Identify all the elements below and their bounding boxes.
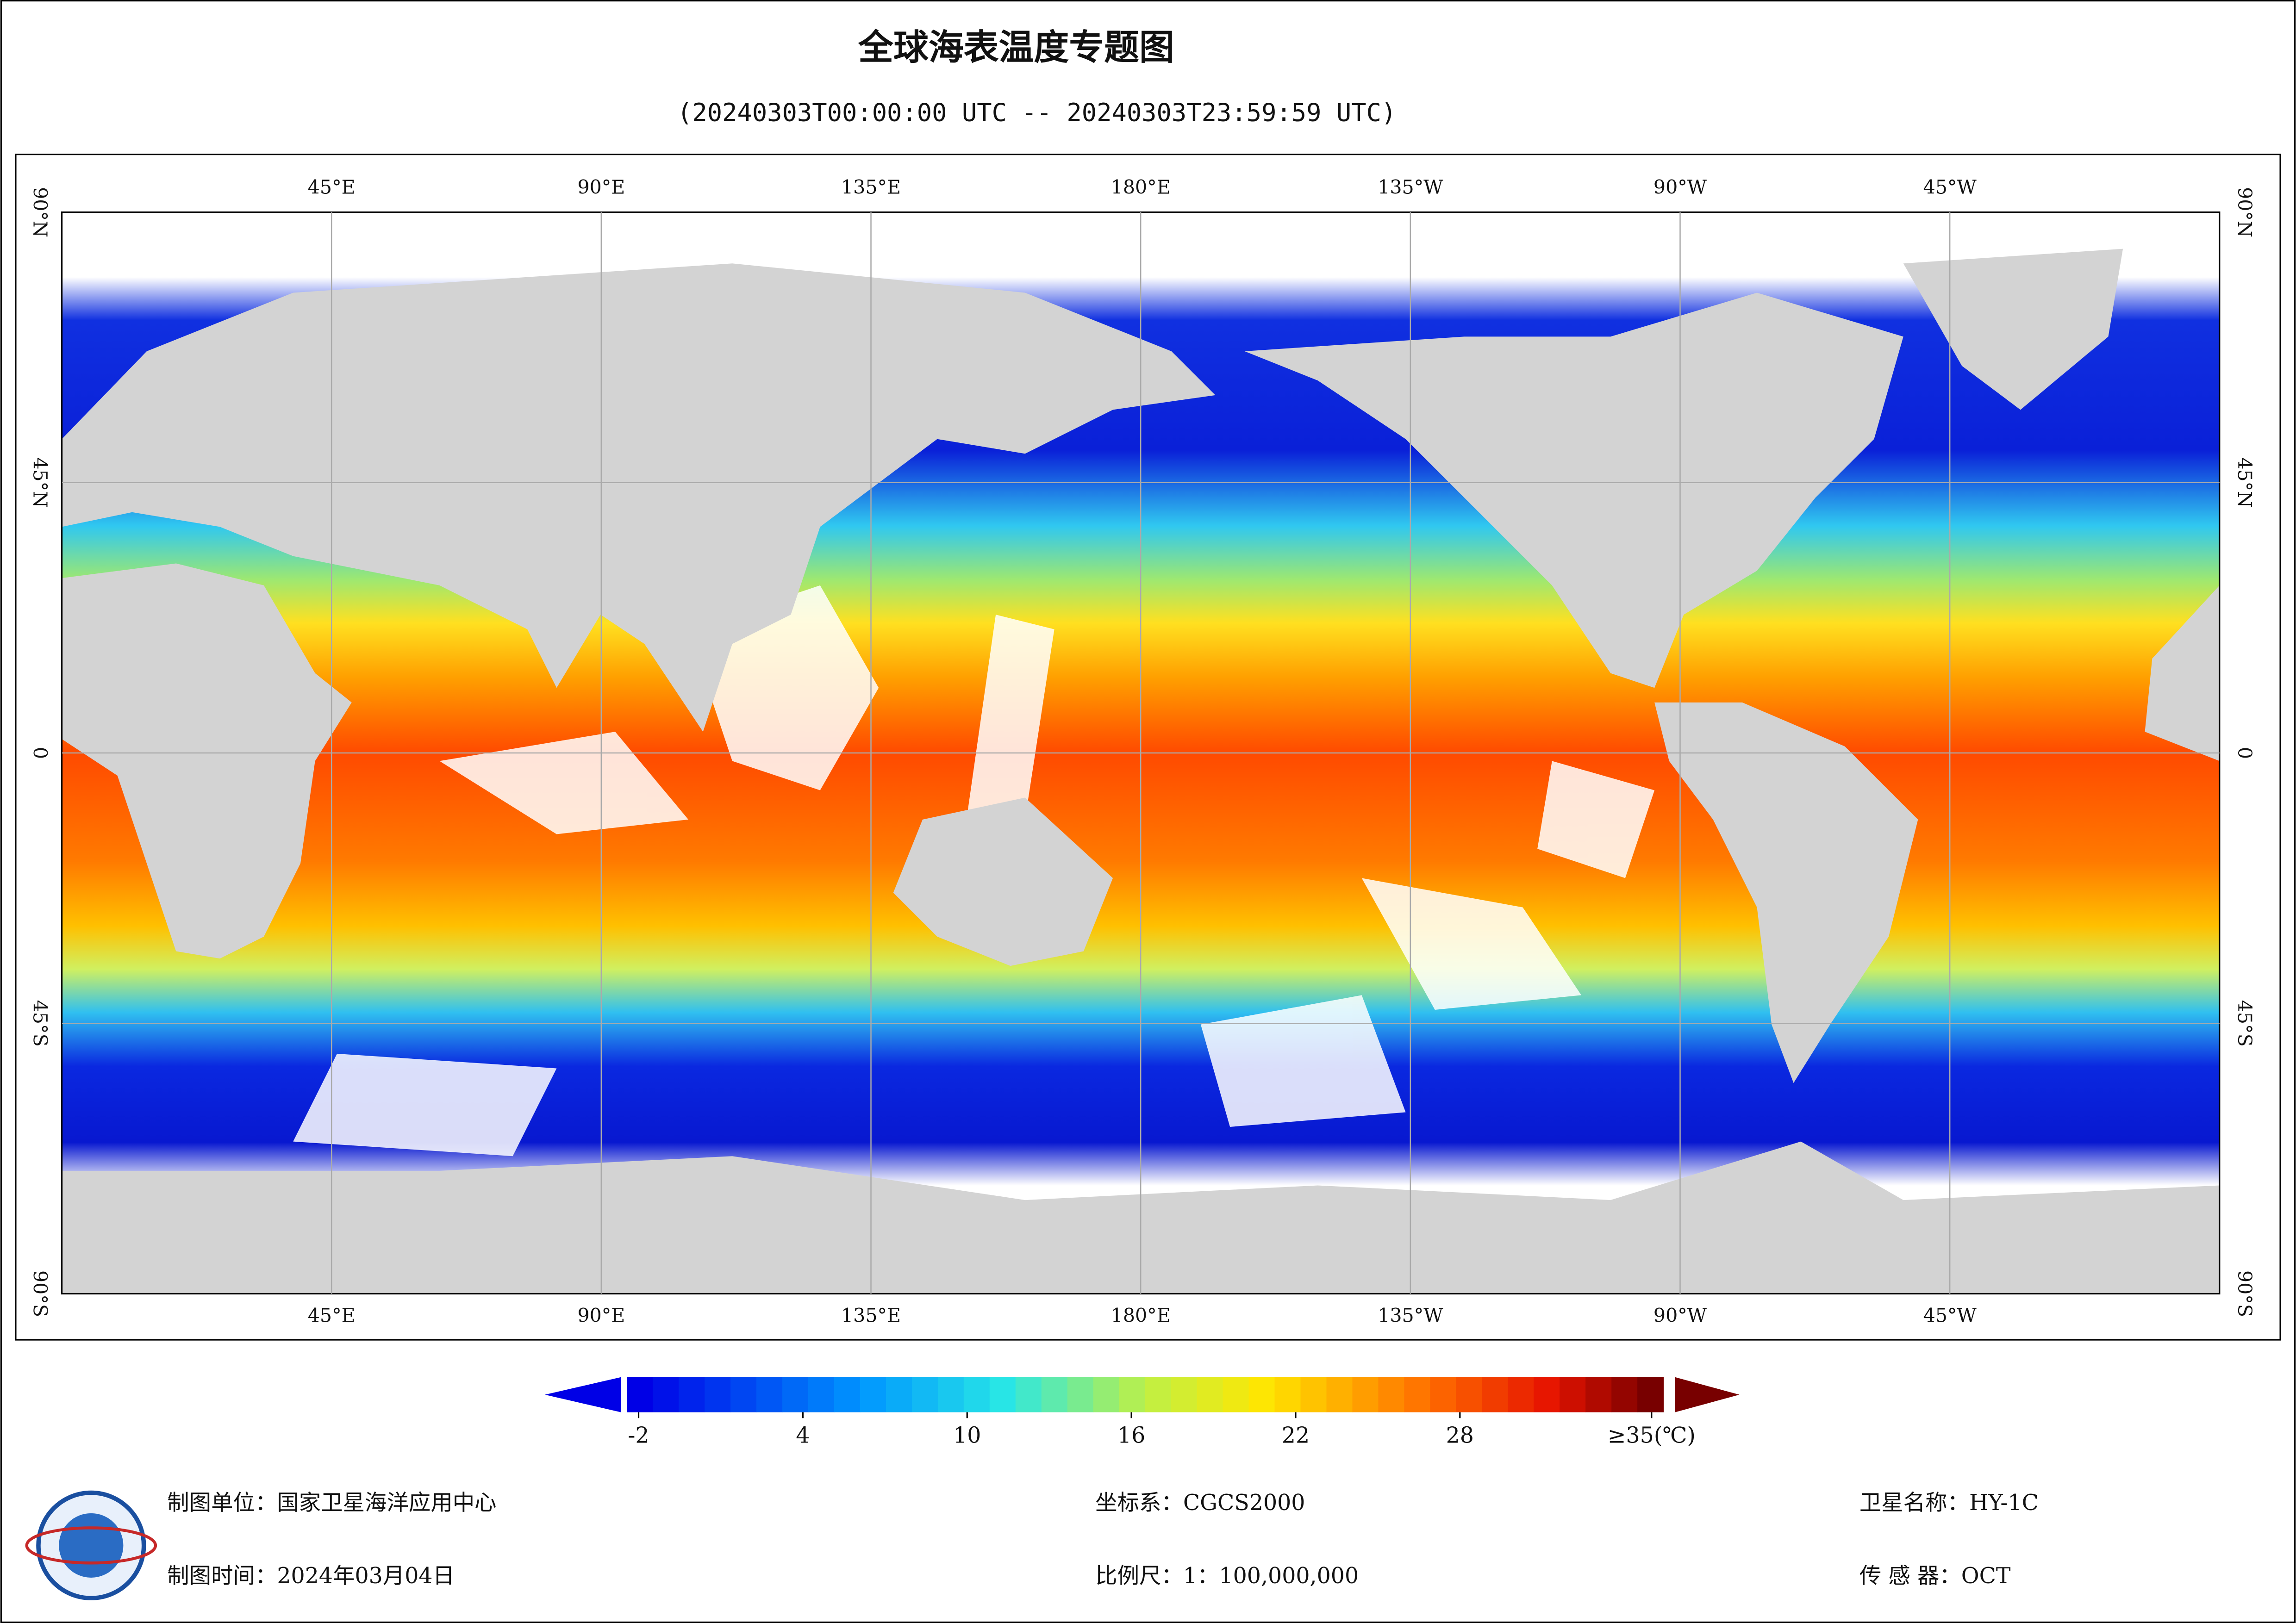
colorbar-tick-label: 10 (953, 1423, 981, 1448)
colorbar-cell (1145, 1377, 1172, 1412)
colorbar-cell (730, 1377, 757, 1412)
colorbar-cell (1119, 1377, 1146, 1412)
colorbar-cell (1637, 1377, 1664, 1412)
colorbar-cell (1482, 1377, 1509, 1412)
lon-label: 90°E (577, 176, 625, 198)
colorbar-cell (1611, 1377, 1638, 1412)
lat-label: 90°N (29, 187, 51, 237)
colorbar-cell (1534, 1377, 1560, 1412)
footer-time: 制图时间：2024年03月04日 (167, 1563, 455, 1589)
colorbar-cell (627, 1377, 654, 1412)
colorbar-cell (1585, 1377, 1612, 1412)
colorbar-tick-label: 28 (1446, 1423, 1474, 1448)
colorbar-cell (1560, 1377, 1586, 1412)
colorbar-tick-label: -2 (628, 1423, 649, 1448)
colorbar-cell (1248, 1377, 1275, 1412)
colorbar-cell (963, 1377, 990, 1412)
map-frame (15, 154, 2281, 1341)
colorbar-cell (1326, 1377, 1353, 1412)
cloud-gaps (293, 585, 1655, 1157)
lat-label: 90°S (2234, 1270, 2256, 1317)
colorbar-cell (1300, 1377, 1327, 1412)
lat-label: 45°S (2234, 1000, 2256, 1047)
colorbar-tick-label: 22 (1282, 1423, 1310, 1448)
lat-label: 0 (2234, 747, 2256, 759)
colorbar-arrow-low (545, 1377, 621, 1412)
lon-label: 135°W (1378, 1305, 1443, 1327)
colorbar-cell (1223, 1377, 1249, 1412)
lon-label: 180°E (1111, 176, 1171, 198)
lat-label: 45°S (29, 1000, 51, 1047)
colorbar-cell (808, 1377, 835, 1412)
colorbar-tick-label: 4 (796, 1423, 810, 1448)
lat-label: 90°N (2234, 187, 2256, 237)
lat-label: 45°N (2234, 457, 2256, 508)
colorbar-cell (860, 1377, 886, 1412)
footer-crs: 坐标系：CGCS2000 (1095, 1490, 1305, 1516)
lon-label: 90°E (577, 1305, 625, 1327)
colorbar-cell (1430, 1377, 1457, 1412)
footer-unit: 制图单位：国家卫星海洋应用中心 (167, 1490, 496, 1516)
colorbar-cell (1404, 1377, 1431, 1412)
logo (25, 1490, 157, 1600)
colorbar-arrow-high (1675, 1377, 1740, 1412)
footer-satellite: 卫星名称：HY-1C (1859, 1490, 2039, 1516)
colorbar-cell (1041, 1377, 1068, 1412)
colorbar-cell (1274, 1377, 1301, 1412)
colorbar-cell (705, 1377, 731, 1412)
lat-label: 0 (29, 747, 51, 759)
lon-label: 45°W (1923, 176, 1977, 198)
colorbar-cell (989, 1377, 1016, 1412)
colorbar-tick-label: ≥35(℃) (1608, 1423, 1696, 1448)
colorbar-cell (782, 1377, 809, 1412)
footer-scale: 比例尺：1：100,000,000 (1095, 1563, 1359, 1589)
colorbar-cell (886, 1377, 912, 1412)
colorbar-cell (937, 1377, 964, 1412)
lat-label: 45°N (29, 457, 51, 508)
map (61, 211, 2221, 1295)
colorbar-tick-label: 16 (1117, 1423, 1145, 1448)
lon-label: 135°W (1378, 176, 1443, 198)
colorbar-cell (1352, 1377, 1379, 1412)
lon-label: 45°E (308, 1305, 356, 1327)
colorbar-cell (1067, 1377, 1094, 1412)
colorbar-cell (756, 1377, 783, 1412)
colorbar-cell (834, 1377, 861, 1412)
lon-label: 180°E (1111, 1305, 1171, 1327)
colorbar-cell (1197, 1377, 1223, 1412)
lon-label: 90°W (1653, 176, 1707, 198)
footer-sensor: 传 感 器：OCT (1859, 1563, 2011, 1589)
lon-label: 45°W (1923, 1305, 1977, 1327)
colorbar-cell (1015, 1377, 1042, 1412)
lon-label: 135°E (841, 176, 901, 198)
colorbar-cell (1093, 1377, 1120, 1412)
lon-label: 45°E (308, 176, 356, 198)
colorbar-cell (1378, 1377, 1405, 1412)
colorbar-cell (1508, 1377, 1535, 1412)
colorbar-cell (1171, 1377, 1198, 1412)
lat-label: 90°S (29, 1270, 51, 1317)
colorbar-cell (911, 1377, 938, 1412)
colorbar-cell (1456, 1377, 1483, 1412)
colorbar-cell (679, 1377, 705, 1412)
lon-label: 135°E (841, 1305, 901, 1327)
title: 全球海表温度专题图 (858, 27, 1174, 68)
lon-label: 90°W (1653, 1305, 1707, 1327)
colorbar-cell (653, 1377, 680, 1412)
subtitle: (20240303T00:00:00 UTC -- 20240303T23:59… (677, 98, 1396, 127)
